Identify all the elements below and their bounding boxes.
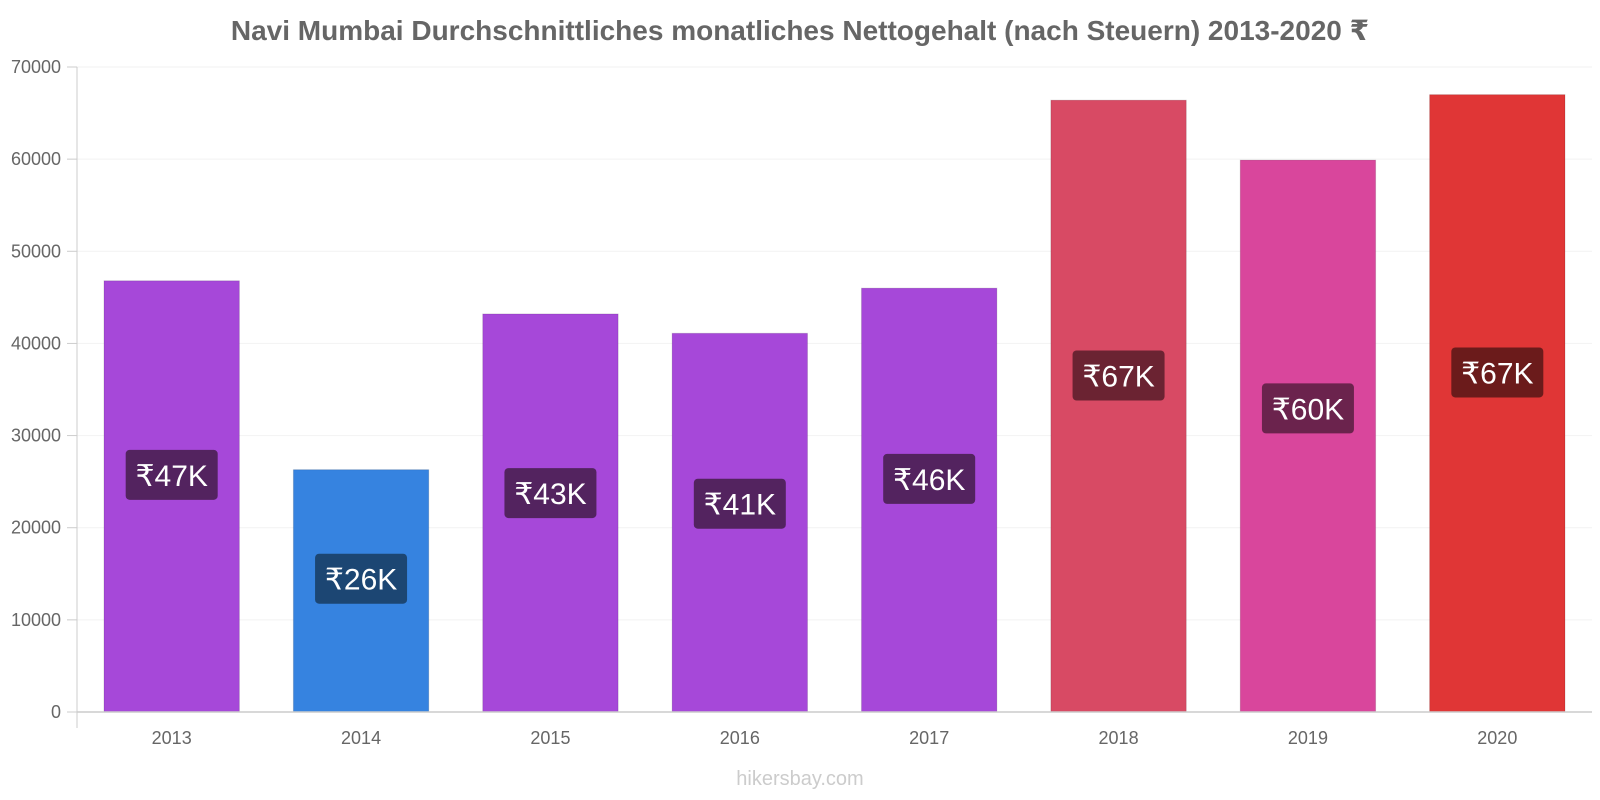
y-tick-label: 40000 — [11, 333, 61, 353]
source-watermark: hikersbay.com — [736, 768, 864, 790]
data-label: ₹41K — [704, 489, 776, 522]
bar — [1429, 94, 1566, 713]
x-tick-label: 2013 — [152, 728, 192, 748]
data-label-badge — [1261, 383, 1354, 434]
y-tick-label: 50000 — [11, 241, 61, 261]
x-tick-label: 2015 — [530, 728, 570, 748]
data-label-badge — [1072, 350, 1165, 401]
data-label: ₹60K — [1272, 393, 1344, 426]
bar — [1239, 159, 1377, 713]
data-label: ₹47K — [135, 460, 207, 493]
data-label: ₹46K — [893, 464, 965, 497]
data-label-badge — [883, 453, 976, 504]
data-label: ₹43K — [514, 478, 586, 511]
x-tick-label: 2016 — [720, 728, 760, 748]
bar — [1050, 99, 1187, 713]
data-label-badge — [504, 468, 597, 519]
x-tick-label: 2014 — [341, 728, 381, 748]
chart-title: Navi Mumbai Durchschnittliches monatlich… — [230, 15, 1370, 46]
data-label-badge — [315, 553, 408, 604]
y-tick-label: 60000 — [11, 149, 61, 169]
data-label-badge — [1451, 347, 1544, 398]
x-tick-label: 2017 — [909, 728, 949, 748]
data-label: ₹67K — [1082, 360, 1154, 393]
y-tick-label: 10000 — [11, 610, 61, 630]
x-tick-label: 2018 — [1099, 728, 1139, 748]
data-label-badge — [693, 478, 786, 529]
data-label: ₹26K — [325, 564, 397, 597]
data-label: ₹67K — [1461, 357, 1533, 390]
y-tick-label: 0 — [51, 702, 61, 722]
y-tick-label: 20000 — [11, 518, 61, 538]
y-tick-label: 30000 — [11, 426, 61, 446]
x-tick-label: 2019 — [1288, 728, 1328, 748]
y-tick-label: 70000 — [11, 57, 61, 77]
x-tick-label: 2020 — [1477, 728, 1517, 748]
data-label-badge — [125, 449, 218, 500]
